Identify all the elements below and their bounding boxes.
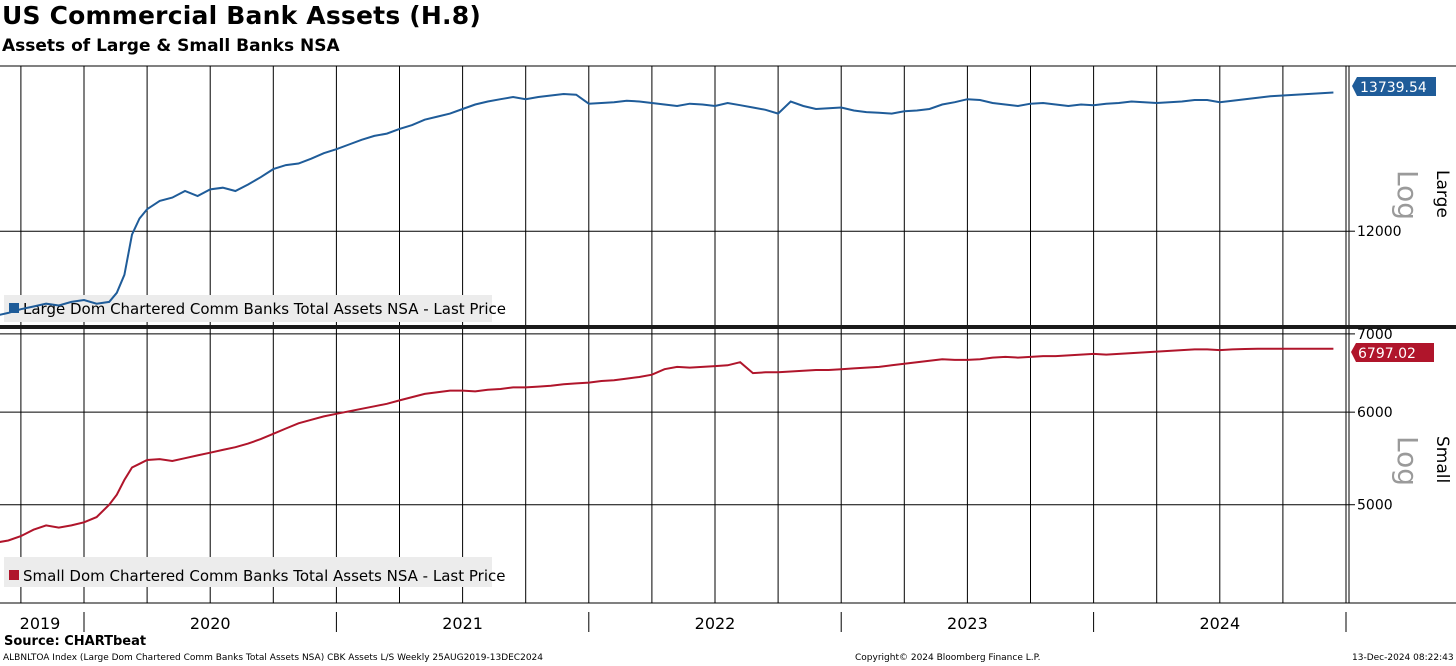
footer-index-info: ALBNLTOA Index (Large Dom Chartered Comm… <box>3 653 543 663</box>
last-value-small: 6797.02 <box>1358 346 1416 362</box>
series-line-small <box>0 347 1334 543</box>
legend-small: Small Dom Chartered Comm Banks Total Ass… <box>4 557 505 587</box>
x-axis: 2019 2020 2021 2022 2023 2024 <box>20 612 1347 633</box>
axis-title-small: Small <box>1432 436 1452 483</box>
x-tick-label: 2019 <box>20 614 61 633</box>
axis-title-large: Large <box>1432 170 1452 218</box>
last-value-large: 13739.54 <box>1360 80 1427 96</box>
panel-divider <box>0 325 1456 329</box>
y-tick-label: 12000 <box>1357 224 1402 240</box>
footer-copyright: Copyright© 2024 Bloomberg Finance L.P. <box>855 653 1041 663</box>
x-tick-label: 2024 <box>1199 614 1240 633</box>
legend-large: Large Dom Chartered Comm Banks Total Ass… <box>4 295 506 322</box>
series-line-large <box>0 91 1334 316</box>
last-value-tag-large-shape <box>1352 77 1436 96</box>
chart-title: US Commercial Bank Assets (H.8) <box>2 1 481 30</box>
x-tick-label: 2021 <box>442 614 483 633</box>
last-value-tag-small-shape <box>1351 343 1434 362</box>
y-axis-large: 12000 <box>1349 224 1402 240</box>
legend-small-background <box>4 557 492 587</box>
legend-small-swatch <box>9 570 19 580</box>
scale-label-large: Log <box>1391 170 1424 220</box>
last-value-tag-large: 13739.54 <box>1352 77 1436 96</box>
y-tick-label: 5000 <box>1357 498 1393 514</box>
footer-timestamp: 13-Dec-2024 08:22:43 <box>1352 653 1454 663</box>
grid-lines <box>0 65 1456 603</box>
legend-large-swatch <box>9 303 19 313</box>
chart-subtitle: Assets of Large & Small Banks NSA <box>2 36 340 56</box>
last-value-tag-small: 6797.02 <box>1351 343 1434 362</box>
footer-source: Source: CHARTbeat <box>4 634 147 649</box>
y-tick-label: 7000 <box>1357 327 1393 343</box>
x-tick-label: 2023 <box>947 614 988 633</box>
legend-small-label: Small Dom Chartered Comm Banks Total Ass… <box>23 567 505 585</box>
scale-label-small: Log <box>1391 436 1424 486</box>
y-axis-small: 5000 6000 7000 <box>1349 327 1393 514</box>
y-tick-label: 6000 <box>1357 405 1393 421</box>
x-tick-label: 2022 <box>695 614 736 633</box>
legend-large-label: Large Dom Chartered Comm Banks Total Ass… <box>23 300 506 318</box>
x-tick-label: 2020 <box>190 614 231 633</box>
